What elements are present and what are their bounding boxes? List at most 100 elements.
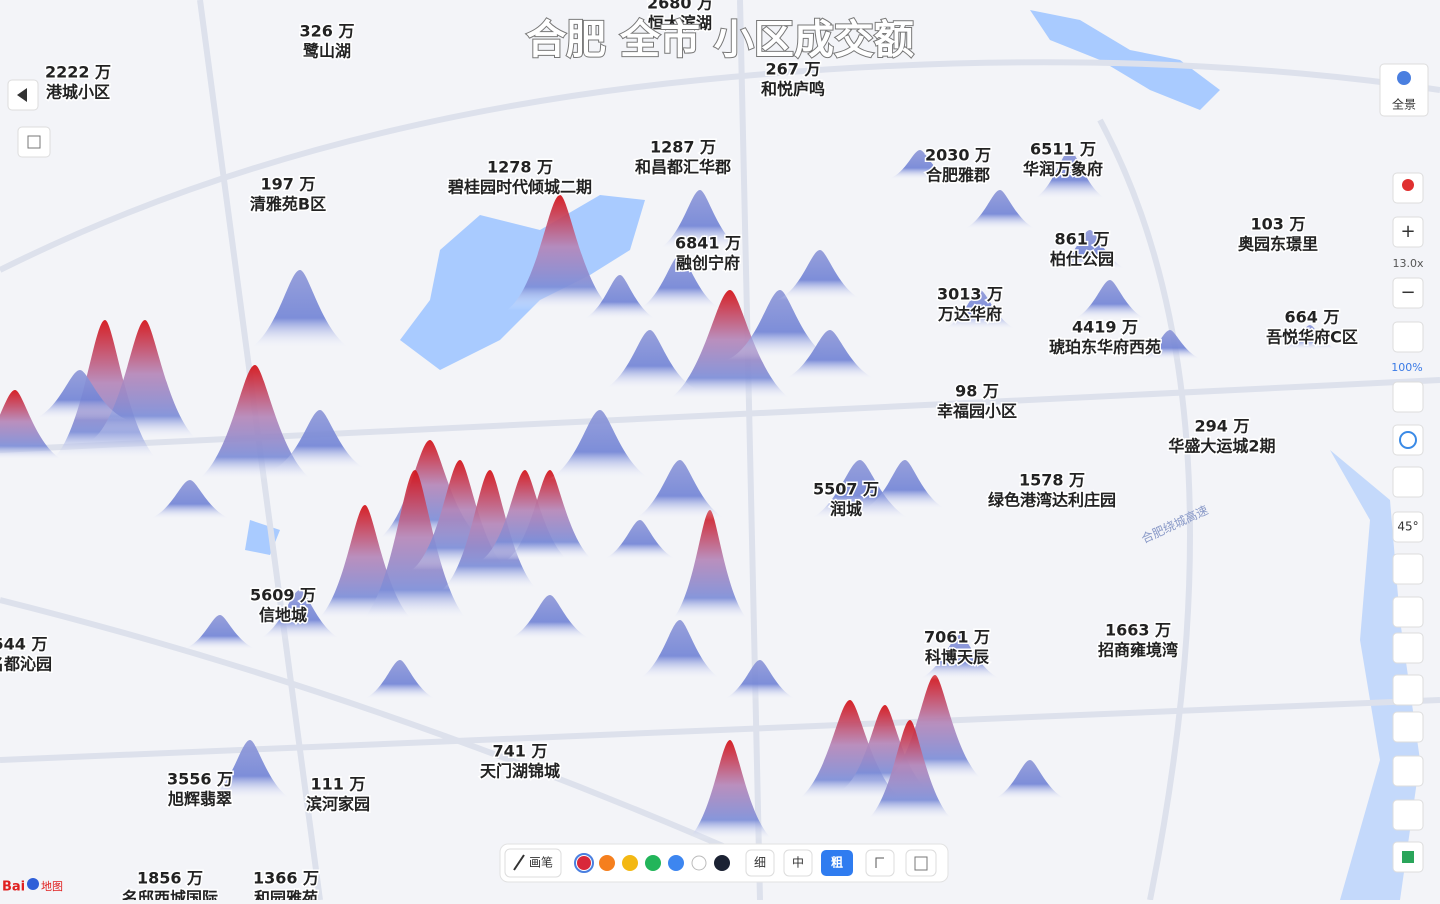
color-orange[interactable] xyxy=(599,855,615,871)
color-green[interactable] xyxy=(645,855,661,871)
medium-button[interactable]: 中 xyxy=(792,855,804,870)
overview-button[interactable] xyxy=(1379,63,1429,117)
thin-button[interactable]: 细 xyxy=(754,856,766,870)
label-value: 1578 万 xyxy=(1019,471,1085,490)
label-value: 267 万 xyxy=(766,60,821,79)
locate-icon xyxy=(1402,179,1414,191)
peak xyxy=(181,615,259,650)
pen-button[interactable]: 画笔 xyxy=(529,855,553,870)
peak xyxy=(667,290,793,400)
peak xyxy=(1281,325,1339,350)
label-name: 合肥雅郡 xyxy=(926,166,990,185)
zoom-in[interactable]: + xyxy=(1400,221,1415,242)
water xyxy=(245,10,1420,900)
peak xyxy=(601,520,679,560)
label-name: 招商雍境湾 xyxy=(1098,641,1178,660)
map-tool-button[interactable] xyxy=(1392,596,1424,628)
undo-button[interactable] xyxy=(865,849,895,877)
tilt[interactable]: 45° xyxy=(1397,520,1418,534)
peak xyxy=(0,390,63,460)
peak xyxy=(686,740,774,840)
label-name: 名都沁园 xyxy=(0,655,52,674)
peak xyxy=(1071,280,1149,320)
left-controls xyxy=(7,79,51,158)
peak xyxy=(197,365,313,480)
globe-icon xyxy=(1399,431,1417,449)
clear-button[interactable] xyxy=(905,849,937,877)
map-tool-button[interactable] xyxy=(1392,755,1424,787)
label-name: 清雅苑B区 xyxy=(250,195,326,214)
peak xyxy=(1051,230,1129,270)
label-name: 天门湖锦城 xyxy=(480,762,560,781)
map-tool-button[interactable] xyxy=(1392,277,1424,309)
label-value: 1856 万 xyxy=(137,869,203,888)
label-name: 融创宁府 xyxy=(676,254,740,273)
overview-label: 全景 xyxy=(1392,97,1416,112)
label-value: 4419 万 xyxy=(1072,318,1138,337)
label-value: 1366 万 xyxy=(253,869,319,888)
label-value: 544 万 xyxy=(0,635,47,654)
logo-left: Bai xyxy=(2,880,25,895)
peaks xyxy=(0,150,1339,840)
label-value: 7061 万 xyxy=(924,628,990,647)
map-tool-button[interactable] xyxy=(1392,711,1424,743)
logo-right: 地图 xyxy=(41,880,63,893)
right-controls: 全景 + 13.0x − 100% 45° xyxy=(1379,63,1429,873)
label-value: 98 万 xyxy=(955,382,999,401)
peak xyxy=(361,660,439,700)
label-name: 旭辉翡翠 xyxy=(167,790,232,809)
label-value: 6511 万 xyxy=(1030,140,1096,159)
peak xyxy=(916,635,1004,680)
label-value: 741 万 xyxy=(493,742,548,761)
label-value: 861 万 xyxy=(1055,230,1110,249)
map-tool-button[interactable] xyxy=(1392,321,1424,353)
label-name: 碧桂园时代倾城二期 xyxy=(447,178,592,197)
label-name: 名邸西城国际 xyxy=(122,889,218,901)
thick-button[interactable]: 粗 xyxy=(831,855,843,870)
label-value: 111 万 xyxy=(311,775,366,794)
title: 合肥 全市 小区成交额 xyxy=(526,17,914,63)
peak xyxy=(507,195,613,310)
color-black[interactable] xyxy=(714,855,730,871)
peak xyxy=(671,510,749,620)
peak xyxy=(886,150,954,180)
peak xyxy=(1136,330,1204,360)
label-value: 5507 万 xyxy=(813,480,879,499)
scale-percent: 100% xyxy=(1391,361,1422,374)
label-name: 和悦庐鸣 xyxy=(761,80,825,99)
map-tool-button[interactable] xyxy=(1392,424,1424,456)
color-blue[interactable] xyxy=(668,855,684,871)
peak xyxy=(991,760,1069,800)
label-value: 3556 万 xyxy=(167,770,233,789)
panel-button[interactable] xyxy=(17,126,51,158)
map-tool-button[interactable] xyxy=(1392,511,1424,543)
map-tool-button[interactable] xyxy=(1392,674,1424,706)
peak xyxy=(721,660,799,700)
map-tool-button[interactable] xyxy=(1392,216,1424,248)
map-tool-button[interactable] xyxy=(1392,381,1424,413)
peak xyxy=(547,410,653,480)
peak xyxy=(206,740,294,800)
peak xyxy=(506,470,594,560)
label-name: 琥珀东华府西苑 xyxy=(1049,338,1161,357)
map-tool-button[interactable] xyxy=(1392,632,1424,664)
peak xyxy=(247,270,353,350)
label-value: 294 万 xyxy=(1195,417,1250,436)
peak xyxy=(727,290,833,360)
map-tool-button[interactable] xyxy=(1392,799,1424,831)
label-value: 6841 万 xyxy=(675,234,741,253)
zoom-out[interactable]: − xyxy=(1400,282,1415,303)
chart-icon xyxy=(1402,851,1414,863)
label-value: 197 万 xyxy=(261,175,316,194)
label-name: 鹭山湖 xyxy=(303,42,351,61)
color-white[interactable] xyxy=(691,855,707,871)
peak xyxy=(656,190,744,250)
peak xyxy=(272,410,368,470)
color-red[interactable] xyxy=(577,856,591,870)
label-value: 103 万 xyxy=(1251,215,1306,234)
label-name: 万达华府 xyxy=(937,305,1002,324)
map-tool-button[interactable] xyxy=(1392,466,1424,498)
map-tool-button[interactable] xyxy=(1392,553,1424,585)
color-yellow[interactable] xyxy=(622,855,638,871)
